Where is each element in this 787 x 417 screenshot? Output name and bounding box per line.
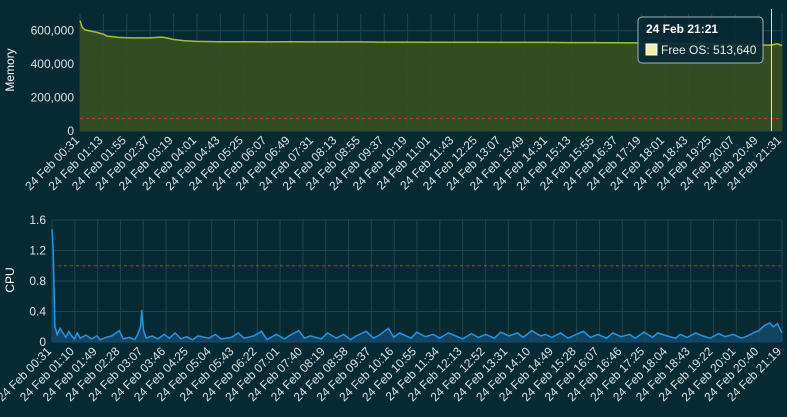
cpu-y-tick-label: 0 xyxy=(39,335,46,349)
cpu-y-tick-label: 0.4 xyxy=(29,305,46,319)
cpu-grid xyxy=(51,219,783,343)
tooltip-swatch xyxy=(645,43,658,56)
memory-free-os-area xyxy=(80,20,782,132)
cpu-y-tick-label: 0.8 xyxy=(29,274,46,288)
cpu-y-ticks: 0 0.4 0.8 1.2 1.6 xyxy=(29,213,46,349)
memory-y-ticks: 0 200,000 400,000 600,000 xyxy=(31,24,75,138)
memory-y-axis-label: Memory xyxy=(3,48,17,91)
cpu-y-tick-label: 1.6 xyxy=(29,213,46,227)
mem-y-tick-label: 200,000 xyxy=(31,91,75,105)
memory-chart: 0 200,000 400,000 600,000 Memory 24 Feb 00:… xyxy=(3,9,784,193)
mem-y-tick-label: 400,000 xyxy=(31,57,75,71)
tooltip-title: 24 Feb 21:21 xyxy=(646,22,718,36)
mem-y-tick-label: 600,000 xyxy=(31,24,75,38)
memory-tooltip: 24 Feb 21:21 Free OS: 513,640 xyxy=(637,16,764,64)
cpu-line xyxy=(51,229,783,341)
cpu-y-tick-label: 1.2 xyxy=(29,244,46,258)
tooltip-value: Free OS: 513,640 xyxy=(661,43,757,57)
tooltip-box xyxy=(637,16,764,64)
mem-y-tick-label: 0 xyxy=(67,124,74,138)
cpu-y-axis-label: CPU xyxy=(3,267,17,292)
